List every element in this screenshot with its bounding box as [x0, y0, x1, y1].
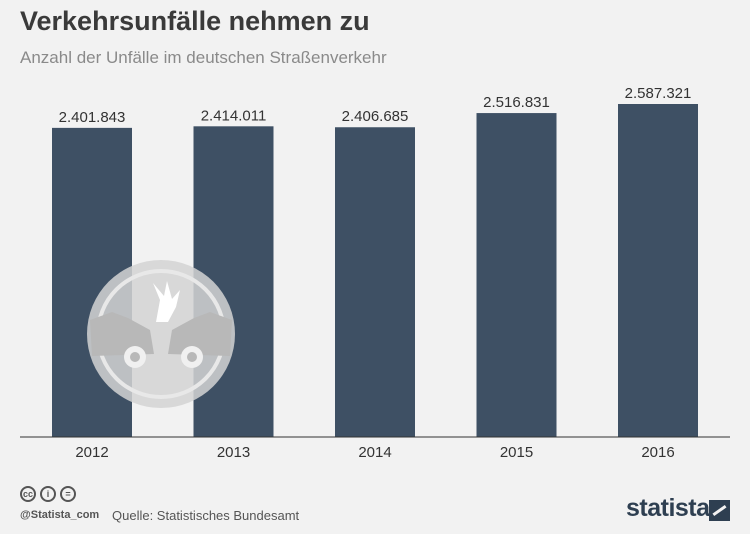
- chart-subtitle: Anzahl der Unfälle im deutschen Straßenv…: [20, 48, 387, 67]
- chart-title: Verkehrsunfälle nehmen zu: [20, 6, 370, 36]
- value-label-2016: 2.587.321: [625, 85, 692, 102]
- value-label-2013: 2.414.011: [201, 107, 267, 124]
- x-tick-label-2012: 2012: [75, 444, 108, 461]
- statista-logo-text[interactable]: statista: [626, 494, 710, 522]
- twitter-handle[interactable]: @Statista_com: [20, 509, 100, 521]
- value-label-2014: 2.406.685: [342, 108, 409, 125]
- statista-logo-icon: [709, 500, 730, 521]
- x-tick-label-2016: 2016: [641, 444, 674, 461]
- bar-2014: [335, 127, 415, 438]
- value-label-2015: 2.516.831: [483, 94, 550, 111]
- bar-2015: [476, 113, 557, 437]
- nd-icon[interactable]: =: [60, 486, 76, 502]
- car-crash-icon: [87, 260, 235, 408]
- x-tick-label-2015: 2015: [500, 444, 533, 461]
- x-tick-label-2014: 2014: [358, 444, 391, 461]
- bar-2016: [618, 104, 698, 437]
- cc-icon[interactable]: cc: [20, 486, 36, 502]
- x-tick-label-2013: 2013: [217, 444, 250, 461]
- license-icons: cc i =: [20, 486, 76, 502]
- by-icon[interactable]: i: [40, 486, 56, 502]
- value-label-2012: 2.401.843: [59, 109, 126, 126]
- source-note: Quelle: Statistisches Bundesamt: [112, 508, 300, 523]
